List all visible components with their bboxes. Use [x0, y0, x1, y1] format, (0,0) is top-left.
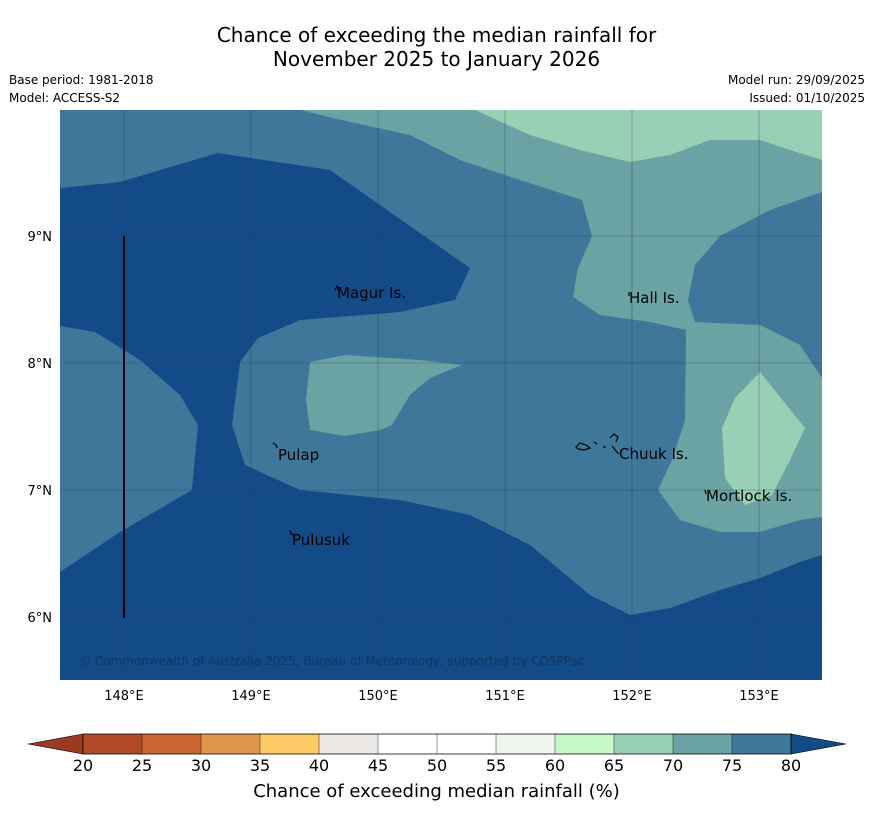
- map-title-line-2: November 2025 to January 2026: [272, 47, 601, 71]
- colorbar-segment: [613, 733, 674, 755]
- x-tick-153e: 153°E: [739, 689, 779, 704]
- issued-date: Issued: 01/10/2025: [749, 91, 865, 105]
- y-tick-9n: 9°N: [28, 230, 53, 245]
- label-hall: Hall Is.: [629, 289, 680, 307]
- cb-tick-35: 35: [249, 756, 271, 775]
- x-tick-152e: 152°E: [612, 689, 652, 704]
- contour-layers: [60, 110, 822, 680]
- base-period: Base period: 1981-2018: [9, 73, 154, 87]
- y-axis-labels: 9°N 8°N 7°N 6°N: [28, 230, 53, 626]
- y-tick-7n: 7°N: [28, 484, 53, 499]
- copyright-notice: © Commonwealth of Australia 2025, Bureau…: [79, 654, 584, 668]
- colorbar-over-arrow: [790, 733, 847, 755]
- mortlock-island: [704, 489, 707, 495]
- cb-tick-70: 70: [662, 756, 684, 775]
- cb-tick-20: 20: [72, 756, 94, 775]
- colorbar-segment: [672, 733, 733, 755]
- graticule: [60, 110, 822, 680]
- label-chuuk: Chuuk Is.: [619, 445, 688, 463]
- colorbar-segments: [82, 733, 792, 755]
- x-tick-151e: 151°E: [485, 689, 525, 704]
- cb-tick-50: 50: [426, 756, 448, 775]
- cb-tick-55: 55: [485, 756, 507, 775]
- colorbar-segment: [436, 733, 497, 755]
- colorbar: [27, 733, 847, 755]
- island-outlines: [272, 284, 707, 536]
- y-tick-8n: 8°N: [28, 357, 53, 372]
- cb-tick-60: 60: [544, 756, 566, 775]
- place-labels: Magur Is. Hall Is. Pulap Chuuk Is. Mortl…: [278, 284, 792, 549]
- meta-right: Model run: 29/09/2025 Issued: 01/10/2025: [728, 71, 865, 107]
- colorbar-segment: [318, 733, 379, 755]
- x-tick-149e: 149°E: [231, 689, 271, 704]
- contour-70-75-center: [306, 355, 462, 436]
- magur-island: [334, 284, 340, 292]
- cb-tick-40: 40: [308, 756, 330, 775]
- colorbar-segment: [554, 733, 615, 755]
- colorbar-segment: [82, 733, 143, 755]
- colorbar-segment: [141, 733, 202, 755]
- colorbar-frame: [82, 733, 792, 755]
- colorbar-segment: [377, 733, 438, 755]
- label-pulusuk: Pulusuk: [292, 531, 350, 549]
- pulap-island: [272, 442, 278, 449]
- map-title-line-1: Chance of exceeding the median rainfall …: [216, 23, 657, 47]
- cb-tick-75: 75: [721, 756, 743, 775]
- contour-above-80: [60, 153, 822, 680]
- contour-65-70-north: [475, 110, 822, 162]
- model-run: Model run: 29/09/2025: [727, 73, 865, 87]
- label-magur: Magur Is.: [337, 284, 406, 302]
- colorbar-segment: [731, 733, 792, 755]
- colorbar-segment: [495, 733, 556, 755]
- colorbar-under-arrow: [27, 733, 84, 755]
- colorbar-title: Chance of exceeding median rainfall (%): [253, 781, 620, 802]
- cb-tick-65: 65: [603, 756, 625, 775]
- label-mortlock: Mortlock Is.: [706, 487, 792, 505]
- meta-left: Base period: 1981-2018 Model: ACCESS-S2: [9, 71, 154, 107]
- cb-tick-25: 25: [131, 756, 153, 775]
- y-tick-6n: 6°N: [28, 611, 53, 626]
- colorbar-segment: [200, 733, 261, 755]
- cb-tick-45: 45: [367, 756, 389, 775]
- x-axis-labels: 148°E 149°E 150°E 151°E 152°E 153°E: [104, 689, 779, 704]
- cb-tick-30: 30: [190, 756, 212, 775]
- pulusuk-island: [289, 529, 294, 536]
- label-pulap: Pulap: [278, 446, 319, 464]
- x-tick-148e: 148°E: [104, 689, 144, 704]
- x-tick-150e: 150°E: [358, 689, 398, 704]
- contour-70-75-north: [300, 110, 822, 532]
- cb-tick-80: 80: [780, 756, 802, 775]
- chuuk-lagoon: [575, 433, 620, 455]
- colorbar-segment: [259, 733, 320, 755]
- contour-65-70-east: [722, 372, 805, 505]
- model-name: Model: ACCESS-S2: [9, 91, 121, 105]
